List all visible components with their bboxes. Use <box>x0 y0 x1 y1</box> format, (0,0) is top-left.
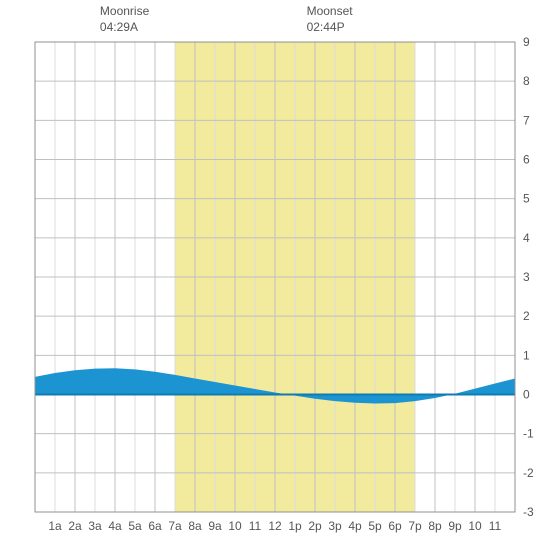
y-tick-label: 8 <box>523 74 530 88</box>
x-tick-label: 1a <box>48 519 62 533</box>
y-tick-label: -2 <box>523 466 534 480</box>
y-tick-label: 1 <box>523 348 530 362</box>
y-tick-label: 3 <box>523 270 530 284</box>
x-tick-label: 8p <box>428 519 442 533</box>
x-tick-label: 6p <box>388 519 402 533</box>
x-tick-label: 12 <box>268 519 282 533</box>
y-tick-label: 9 <box>523 35 530 49</box>
x-tick-label: 1p <box>288 519 302 533</box>
y-tick-label: -3 <box>523 505 534 519</box>
x-tick-label: 8a <box>188 519 202 533</box>
x-tick-label: 3p <box>328 519 342 533</box>
x-tick-label: 5p <box>368 519 382 533</box>
x-tick-label: 3a <box>88 519 102 533</box>
x-tick-label: 4a <box>108 519 122 533</box>
y-tick-label: -1 <box>523 427 534 441</box>
x-tick-label: 11 <box>489 519 502 533</box>
y-tick-label: 5 <box>523 192 530 206</box>
x-tick-label: 11 <box>249 519 262 533</box>
tide-chart: -3-2-101234567891a2a3a4a5a6a7a8a9a101112… <box>0 0 550 550</box>
y-tick-label: 2 <box>523 309 530 323</box>
x-tick-label: 9p <box>448 519 462 533</box>
x-tick-label: 7a <box>168 519 182 533</box>
y-tick-label: 7 <box>523 113 530 127</box>
y-tick-label: 4 <box>523 231 530 245</box>
x-tick-label: 7p <box>408 519 422 533</box>
x-tick-label: 2p <box>308 519 322 533</box>
y-tick-label: 6 <box>523 153 530 167</box>
y-tick-label: 0 <box>523 388 530 402</box>
x-tick-label: 10 <box>228 519 242 533</box>
x-tick-label: 9a <box>208 519 222 533</box>
chart-container: Moonrise 04:29A Moonset 02:44P -3-2-1012… <box>0 0 550 550</box>
x-tick-label: 2a <box>68 519 82 533</box>
x-tick-label: 4p <box>348 519 362 533</box>
x-tick-label: 6a <box>148 519 162 533</box>
x-tick-label: 5a <box>128 519 142 533</box>
x-tick-label: 10 <box>468 519 482 533</box>
